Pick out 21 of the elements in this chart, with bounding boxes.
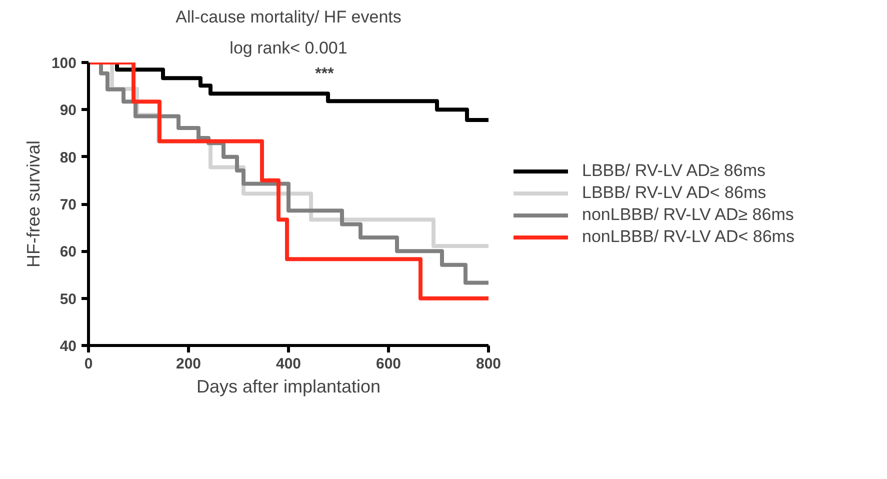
chart-subtitle: log rank< 0.001	[230, 38, 348, 58]
y-tick-label: 100	[51, 55, 77, 72]
x-axis-title: Days after implantation	[196, 376, 381, 396]
y-axis-title: HF-free survival	[23, 140, 44, 268]
legend-label: LBBB/ RV-LV AD< 86ms	[582, 182, 766, 202]
x-tick-label: 800	[476, 356, 502, 372]
y-tick-label: 80	[60, 149, 77, 166]
x-tick-label: 200	[176, 356, 202, 372]
y-tick-label: 60	[60, 244, 77, 261]
annotation: ***	[315, 65, 335, 82]
chart-title: All-cause mortality/ HF events	[176, 8, 402, 26]
x-tick-label: 400	[276, 356, 302, 372]
x-tick-label: 0	[84, 356, 93, 372]
y-tick-label: 70	[60, 196, 77, 214]
x-tick-label: 600	[376, 356, 402, 372]
legend-label: nonLBBB/ RV-LV AD< 86ms	[582, 226, 794, 246]
y-tick-label: 50	[60, 290, 77, 308]
y-tick-label: 90	[60, 102, 77, 120]
legend-label: LBBB/ RV-LV AD≥ 86ms	[582, 160, 766, 180]
legend-label: nonLBBB/ RV-LV AD≥ 86ms	[582, 204, 794, 224]
y-tick-label: 40	[60, 338, 77, 355]
